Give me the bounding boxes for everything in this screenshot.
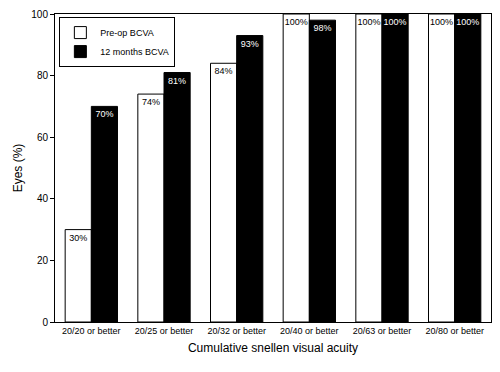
svg-text:98%: 98%: [313, 23, 331, 33]
svg-text:81%: 81%: [168, 76, 186, 86]
svg-text:100%: 100%: [285, 17, 308, 27]
svg-text:70%: 70%: [95, 109, 113, 119]
svg-text:Cumulative snellen visual acui: Cumulative snellen visual acuity: [188, 341, 358, 355]
svg-text:20/25 or better: 20/25 or better: [135, 326, 194, 336]
svg-text:40: 40: [37, 193, 49, 204]
svg-text:100%: 100%: [430, 17, 453, 27]
svg-text:100: 100: [31, 9, 48, 20]
svg-text:80: 80: [37, 70, 49, 81]
svg-text:20: 20: [37, 255, 49, 266]
svg-text:20/63 or better: 20/63 or better: [353, 326, 412, 336]
svg-text:60: 60: [37, 132, 49, 143]
svg-text:20/20 or better: 20/20 or better: [62, 326, 121, 336]
svg-text:100%: 100%: [357, 17, 380, 27]
svg-text:12 months BCVA: 12 months BCVA: [100, 47, 168, 57]
svg-text:Eyes (%): Eyes (%): [11, 144, 25, 193]
svg-text:20/40 or better: 20/40 or better: [280, 326, 339, 336]
svg-text:30%: 30%: [69, 233, 87, 243]
svg-text:0: 0: [42, 317, 48, 328]
svg-text:100%: 100%: [456, 17, 479, 27]
svg-text:20/80 or better: 20/80 or better: [425, 326, 484, 336]
svg-text:100%: 100%: [384, 17, 407, 27]
svg-text:20/32 or better: 20/32 or better: [207, 326, 266, 336]
svg-text:74%: 74%: [142, 97, 160, 107]
svg-text:84%: 84%: [215, 66, 233, 76]
svg-text:Pre-op BCVA: Pre-op BCVA: [100, 28, 153, 38]
svg-text:93%: 93%: [241, 39, 259, 49]
